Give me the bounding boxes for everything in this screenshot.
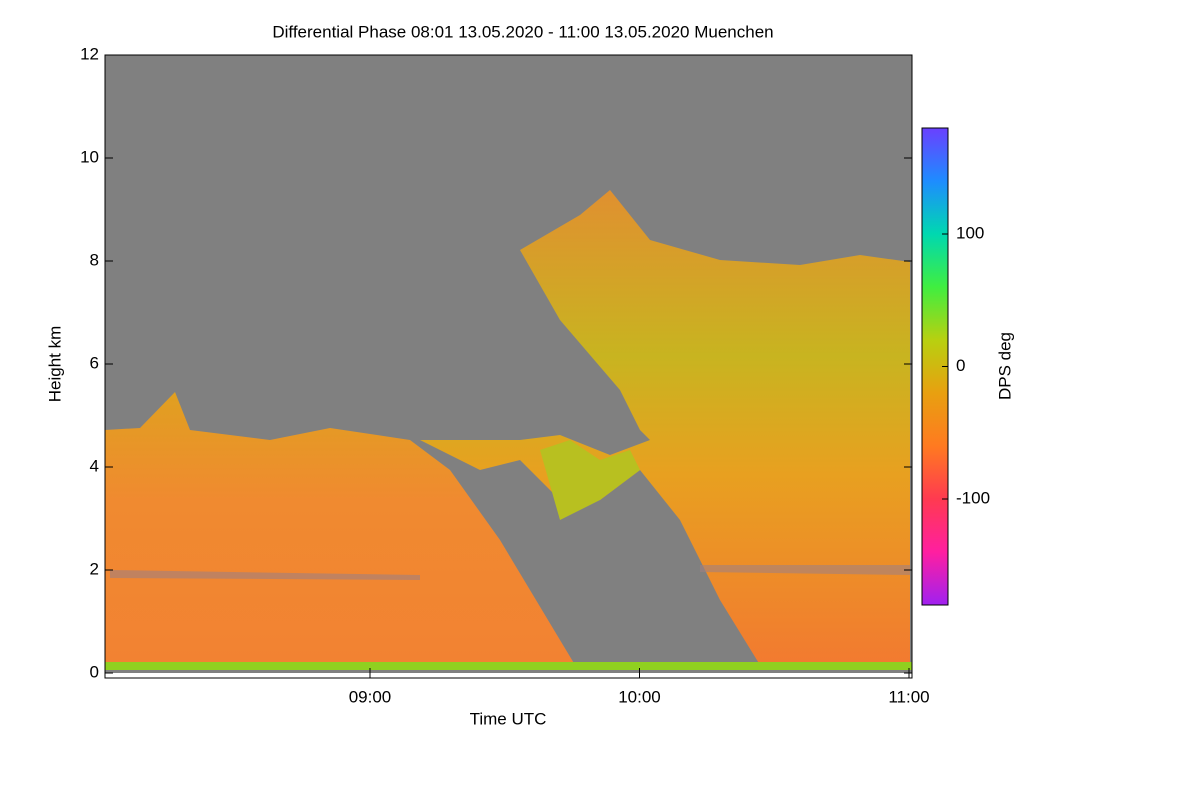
x-tick-label: 10:00 xyxy=(618,687,661,706)
colorbar-tick-label: -100 xyxy=(956,488,990,507)
colorbar-label: DPS deg xyxy=(995,332,1014,400)
y-tick-label: 0 xyxy=(90,662,99,681)
chart-title: Differential Phase 08:01 13.05.2020 - 11… xyxy=(272,22,773,41)
y-tick-label: 2 xyxy=(90,559,99,578)
y-axis-label: Height km xyxy=(45,326,64,403)
colorbar-tick-label: 100 xyxy=(956,223,984,242)
x-tick-label: 11:00 xyxy=(888,687,929,706)
plot-frame xyxy=(104,54,913,679)
y-tick-label: 6 xyxy=(90,353,99,372)
y-tick-label: 8 xyxy=(90,250,99,269)
x-axis-label: Time UTC xyxy=(470,709,547,728)
y-tick-label: 10 xyxy=(80,147,99,166)
x-tick-label: 09:00 xyxy=(349,687,392,706)
y-tick-label: 12 xyxy=(80,44,99,63)
field xyxy=(105,55,912,673)
colorbar-tick-label: 0 xyxy=(956,356,965,375)
y-tick-label: 4 xyxy=(90,456,99,475)
